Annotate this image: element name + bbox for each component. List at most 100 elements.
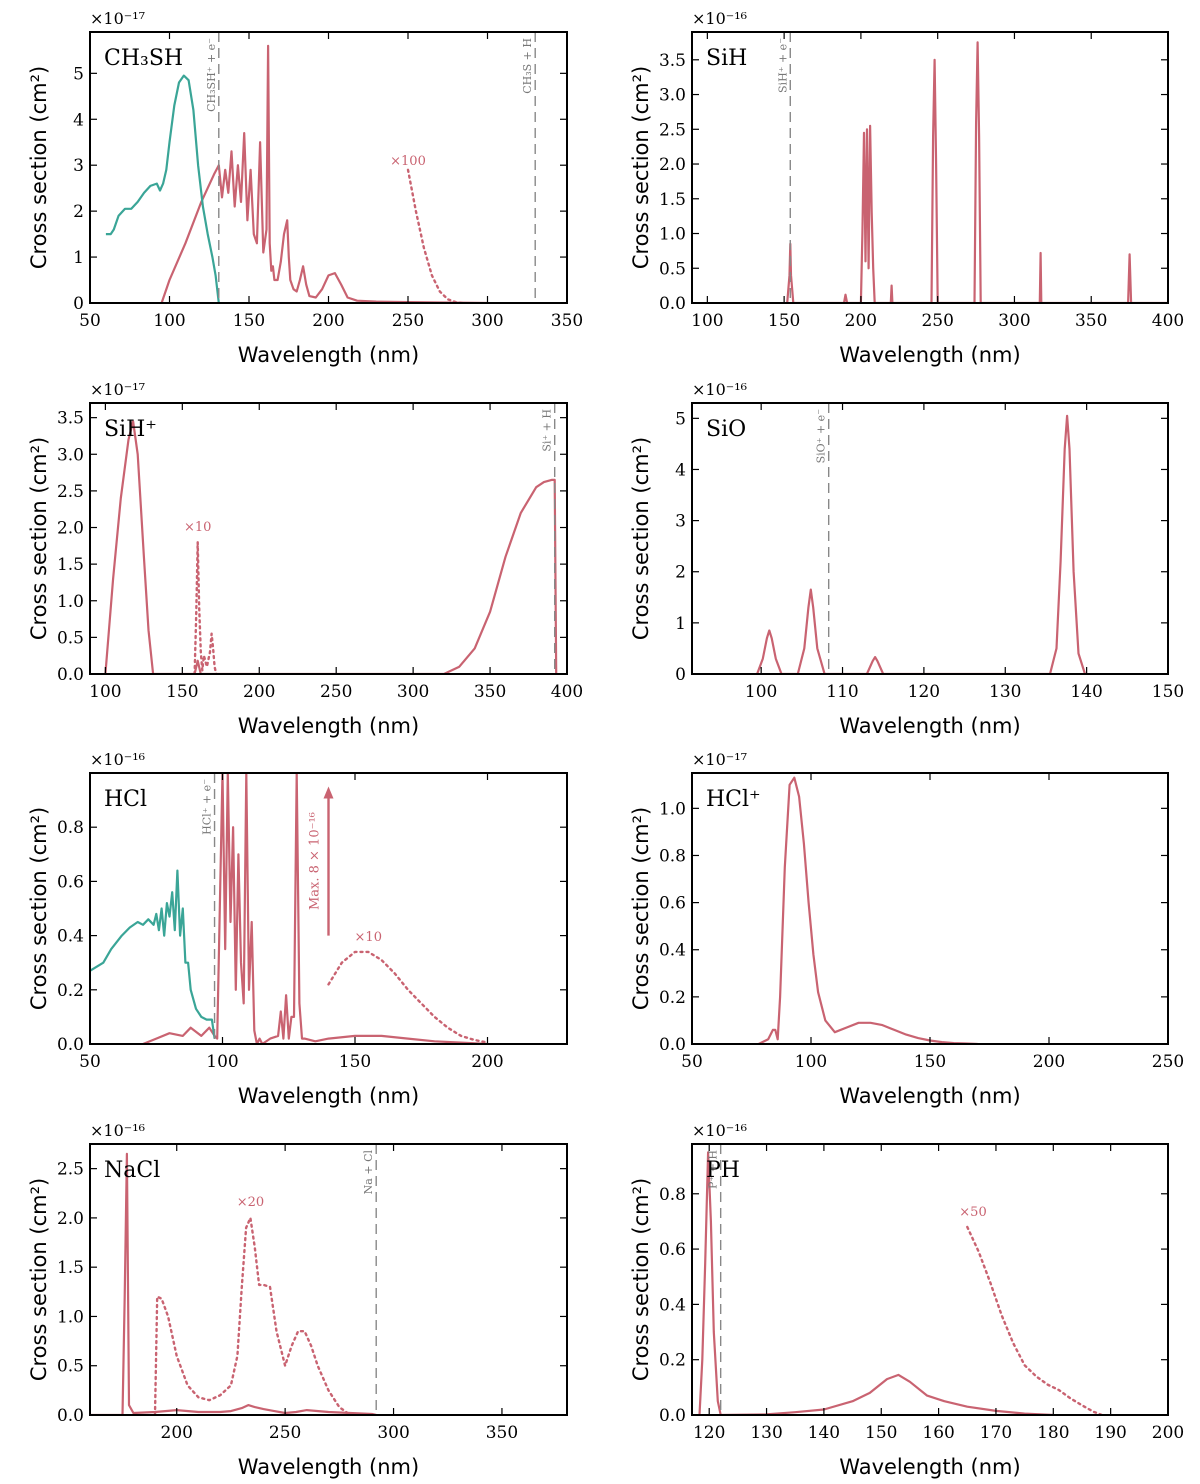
axes-frame: [89, 402, 568, 675]
max-arrow-head: [323, 786, 334, 799]
x-tick-label: 350: [551, 311, 583, 331]
x-tick-label: 200: [1152, 1423, 1184, 1443]
series-hcl-1: [90, 869, 216, 1039]
y-axis-label: Cross section (cm²): [629, 66, 653, 269]
scale-factor-label: ×10: [184, 520, 211, 535]
y-tick-label: 0.4: [659, 1295, 686, 1315]
threshold-label: Na + Cl: [362, 1150, 375, 1195]
x-tick-label: 200: [471, 1052, 503, 1072]
y-tick-label: 0.0: [57, 665, 84, 685]
y-tick-label: 0.2: [57, 981, 84, 1001]
panel-sih: SiH⁺ + e⁻ 100 150 200 250 300 350 400 0.0 0.5 1.0 1…: [629, 9, 1184, 367]
panel-label: NaCl: [104, 1158, 160, 1183]
scale-factor-label: ×10: [355, 930, 382, 945]
panel-sihp: Si⁺ + H ×10 100 150 200 250 300 350 400 0.0 0.5 1.0…: [27, 380, 583, 738]
x-tick-label: 100: [795, 1052, 827, 1072]
y-tick-label: 0.5: [659, 259, 686, 279]
y-tick-label: 3: [73, 156, 84, 176]
x-axis-label: Wavelength (nm): [839, 1084, 1020, 1108]
x-tick-label: 130: [750, 1423, 782, 1443]
x-axis-label: Wavelength (nm): [238, 343, 419, 367]
axes-frame: [89, 1143, 568, 1416]
y-tick-label: 0.8: [659, 846, 686, 866]
x-tick-label: 350: [486, 1423, 518, 1443]
y-tick-label: 3.0: [57, 445, 84, 465]
x-axis-label: Wavelength (nm): [839, 343, 1020, 367]
panel-sio: SiO⁺ + e⁻ 100 110 120 130 140 150 0 1 2 3 4 5 Wavelen…: [629, 380, 1184, 738]
y-tick-label: 0.0: [659, 1406, 686, 1426]
y-tick-label: 0.0: [57, 1406, 84, 1426]
series-ch3sh-0: [160, 44, 488, 303]
panel-label: CH₃SH: [104, 46, 183, 71]
x-tick-label: 100: [153, 311, 185, 331]
x-tick-label: 350: [474, 682, 506, 702]
x-tick-label: 250: [269, 1423, 301, 1443]
y-tick-label: 0.0: [659, 1035, 686, 1055]
scale-factor-label: ×100: [390, 154, 426, 169]
scale-multiplier: ×10⁻¹⁶: [692, 1121, 747, 1140]
axes-frame: [691, 772, 1169, 1045]
y-tick-label: 0.2: [659, 1351, 686, 1371]
x-tick-label: 200: [243, 682, 275, 702]
x-tick-label: 400: [1152, 311, 1184, 331]
series-sio-0: [756, 414, 1087, 674]
series-sihp-0: [104, 420, 558, 674]
y-tick-label: 5: [73, 64, 84, 84]
y-tick-label: 2.0: [57, 519, 84, 539]
y-tick-label: 2.5: [659, 120, 686, 140]
x-tick-label: 170: [980, 1423, 1012, 1443]
series-ch3sh-1: [105, 74, 220, 303]
series-hcl-0: [142, 773, 488, 1044]
threshold-label: Si⁺ + H: [541, 409, 554, 452]
series-sihp-1: [193, 541, 218, 674]
threshold-label: SiO⁺ + e⁻: [815, 409, 828, 464]
x-tick-label: 150: [914, 1052, 946, 1072]
x-tick-label: 250: [921, 311, 953, 331]
series-hcl-2: [327, 950, 489, 1044]
series-hclp-0: [758, 776, 978, 1044]
y-tick-label: 0.6: [659, 1240, 686, 1260]
scale-multiplier: ×10⁻¹⁶: [692, 9, 747, 28]
threshold-label: HCl⁺ + e⁻: [201, 779, 214, 835]
scale-multiplier: ×10⁻¹⁷: [90, 9, 145, 28]
x-axis-label: Wavelength (nm): [238, 714, 419, 738]
y-tick-label: 3.5: [57, 409, 84, 429]
x-tick-label: 140: [1070, 682, 1102, 702]
y-tick-label: 0: [675, 665, 686, 685]
x-tick-label: 200: [161, 1423, 193, 1443]
scale-multiplier: ×10⁻¹⁶: [90, 750, 145, 769]
max-label: Max. 8 × 10⁻¹⁶: [308, 812, 323, 910]
panel-label: SiH⁺: [104, 417, 157, 442]
y-tick-label: 1.0: [57, 1307, 84, 1327]
series-nacl-1: [153, 1216, 352, 1415]
x-tick-label: 180: [1037, 1423, 1069, 1443]
threshold-label: P⁺ + H: [707, 1150, 720, 1189]
y-tick-label: 4: [675, 460, 686, 480]
x-tick-label: 150: [233, 311, 265, 331]
x-tick-label: 300: [471, 311, 503, 331]
x-tick-label: 160: [922, 1423, 954, 1443]
y-tick-label: 1.5: [57, 1258, 84, 1278]
x-tick-label: 150: [339, 1052, 371, 1072]
x-tick-label: 150: [865, 1423, 897, 1443]
y-tick-label: 0.4: [57, 927, 84, 947]
x-tick-label: 300: [397, 682, 429, 702]
panel-hcl: HCl⁺ + e⁻ ×10 Max. 8 × 10⁻¹⁶ 50 100 150 200 0.0…: [27, 750, 568, 1108]
y-tick-label: 2.0: [57, 1209, 84, 1229]
y-tick-label: 1.0: [57, 592, 84, 612]
y-tick-label: 0.0: [57, 1035, 84, 1055]
y-tick-label: 1.0: [659, 799, 686, 819]
x-tick-label: 200: [1033, 1052, 1065, 1072]
threshold-label: SiH⁺ + e⁻: [776, 38, 789, 93]
x-tick-label: 120: [908, 682, 940, 702]
y-tick-label: 5: [675, 409, 686, 429]
x-tick-label: 300: [377, 1423, 409, 1443]
y-tick-label: 2: [73, 202, 84, 222]
scale-multiplier: ×10⁻¹⁷: [90, 380, 145, 399]
x-tick-label: 200: [312, 311, 344, 331]
panel-hclp: 50 100 150 200 250 0.0 0.2 0.4 0.6 0.8 1.0 Waveleng…: [629, 750, 1184, 1108]
scale-multiplier: ×10⁻¹⁷: [692, 750, 747, 769]
x-tick-label: 250: [320, 682, 352, 702]
y-tick-label: 1.0: [659, 225, 686, 245]
